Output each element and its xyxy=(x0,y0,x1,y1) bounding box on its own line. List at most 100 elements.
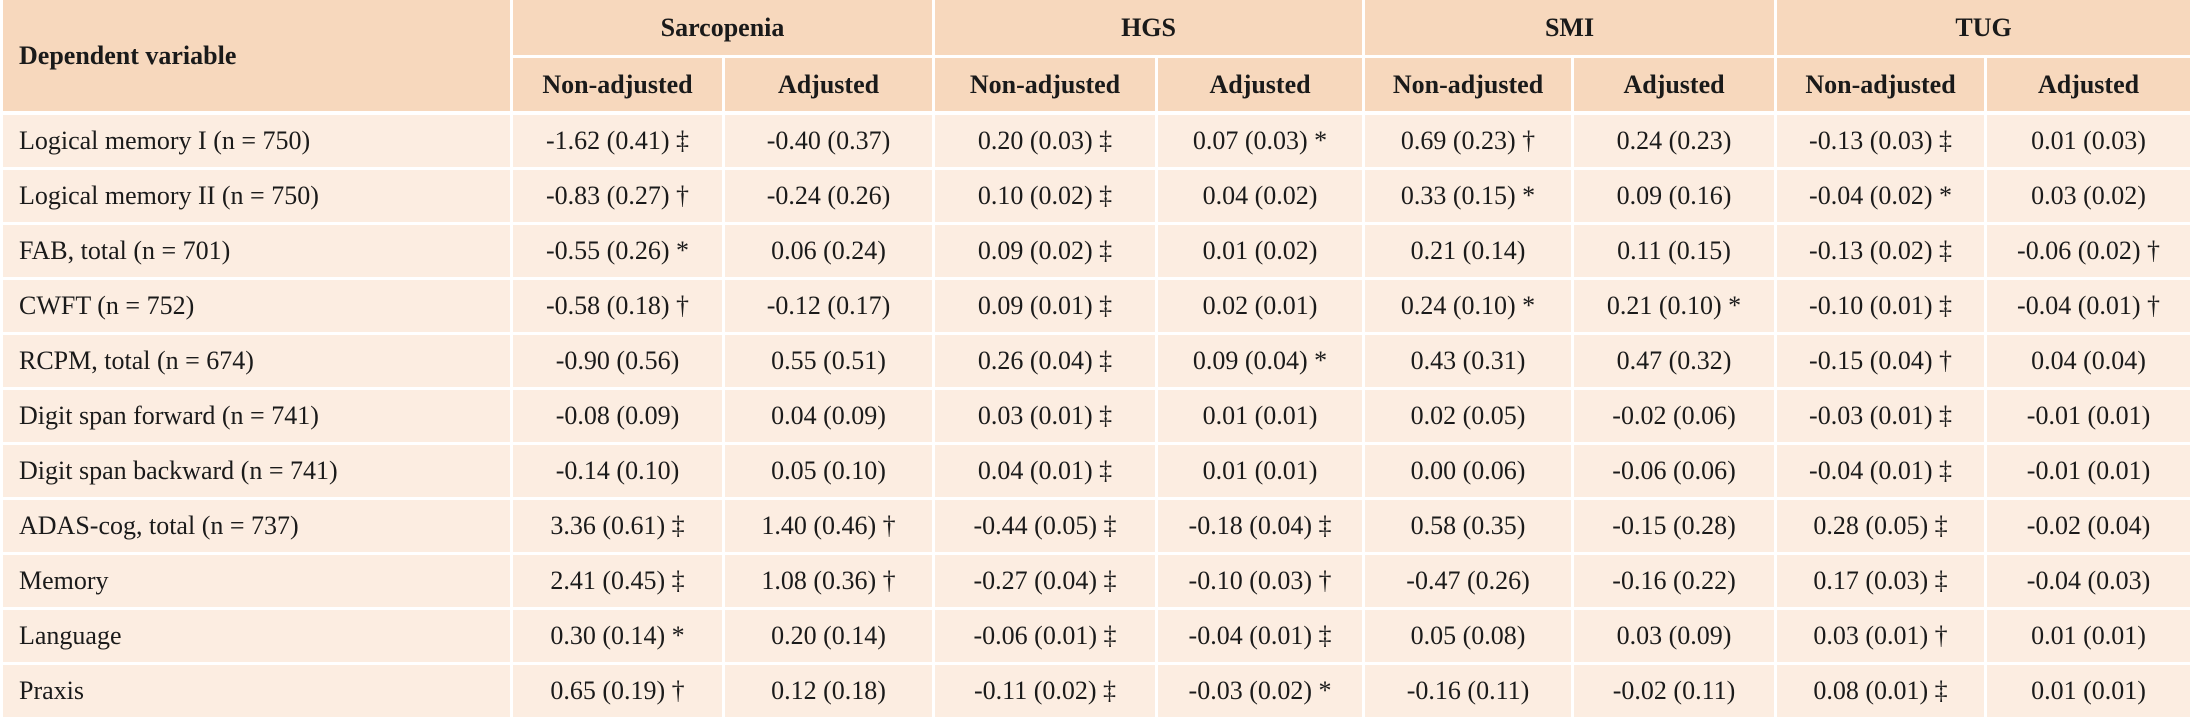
table-cell: 0.12 (0.18) xyxy=(724,664,934,717)
row-label: Logical memory II (n = 750) xyxy=(2,169,512,224)
table-cell: 0.09 (0.01) ‡ xyxy=(934,279,1157,334)
table-cell: 0.30 (0.14) * xyxy=(512,609,724,664)
table-cell: 0.01 (0.01) xyxy=(1986,664,2190,717)
subheader-non-adjusted: Non-adjusted xyxy=(1776,57,1986,114)
table-cell: -0.11 (0.02) ‡ xyxy=(934,664,1157,717)
row-label: Digit span forward (n = 741) xyxy=(2,389,512,444)
table-cell: -0.02 (0.04) xyxy=(1986,499,2190,554)
table-cell: -0.02 (0.06) xyxy=(1573,389,1776,444)
table-cell: -1.62 (0.41) ‡ xyxy=(512,113,724,169)
subheader-adjusted: Adjusted xyxy=(724,57,934,114)
table-cell: 3.36 (0.61) ‡ xyxy=(512,499,724,554)
table-cell: -0.10 (0.01) ‡ xyxy=(1776,279,1986,334)
table-cell: -0.01 (0.01) xyxy=(1986,444,2190,499)
table-cell: 0.06 (0.24) xyxy=(724,224,934,279)
table-row: Logical memory I (n = 750)-1.62 (0.41) ‡… xyxy=(2,113,2190,169)
row-label: Memory xyxy=(2,554,512,609)
table-cell: 0.05 (0.10) xyxy=(724,444,934,499)
table-cell: 0.01 (0.03) xyxy=(1986,113,2190,169)
table-cell: -0.06 (0.01) ‡ xyxy=(934,609,1157,664)
table-cell: -0.12 (0.17) xyxy=(724,279,934,334)
table-cell: 0.21 (0.10) * xyxy=(1573,279,1776,334)
table-cell: 0.01 (0.01) xyxy=(1157,389,1364,444)
table-cell: -0.44 (0.05) ‡ xyxy=(934,499,1157,554)
table-cell: 0.09 (0.04) * xyxy=(1157,334,1364,389)
table-cell: 0.43 (0.31) xyxy=(1364,334,1573,389)
table-cell: -0.13 (0.03) ‡ xyxy=(1776,113,1986,169)
group-header-tug: TUG xyxy=(1776,0,2190,57)
table-cell: 0.28 (0.05) ‡ xyxy=(1776,499,1986,554)
table-cell: 0.08 (0.01) ‡ xyxy=(1776,664,1986,717)
table-cell: 0.02 (0.01) xyxy=(1157,279,1364,334)
table-cell: -0.18 (0.04) ‡ xyxy=(1157,499,1364,554)
table-cell: 0.20 (0.14) xyxy=(724,609,934,664)
table-cell: 0.21 (0.14) xyxy=(1364,224,1573,279)
table-cell: 2.41 (0.45) ‡ xyxy=(512,554,724,609)
table-cell: 0.03 (0.09) xyxy=(1573,609,1776,664)
table-row: Logical memory II (n = 750)-0.83 (0.27) … xyxy=(2,169,2190,224)
table-cell: 0.03 (0.01) † xyxy=(1776,609,1986,664)
table-body: Logical memory I (n = 750)-1.62 (0.41) ‡… xyxy=(2,113,2190,717)
table-cell: -0.08 (0.09) xyxy=(512,389,724,444)
row-label: Language xyxy=(2,609,512,664)
table-row: FAB, total (n = 701)-0.55 (0.26) *0.06 (… xyxy=(2,224,2190,279)
table-cell: -0.15 (0.04) † xyxy=(1776,334,1986,389)
table-cell: -0.04 (0.02) * xyxy=(1776,169,1986,224)
table-cell: 0.26 (0.04) ‡ xyxy=(934,334,1157,389)
table-cell: -0.27 (0.04) ‡ xyxy=(934,554,1157,609)
table-cell: 0.11 (0.15) xyxy=(1573,224,1776,279)
table-cell: 0.07 (0.03) * xyxy=(1157,113,1364,169)
table-cell: -0.03 (0.02) * xyxy=(1157,664,1364,717)
row-label: RCPM, total (n = 674) xyxy=(2,334,512,389)
table-row: CWFT (n = 752)-0.58 (0.18) †-0.12 (0.17)… xyxy=(2,279,2190,334)
table-cell: 1.08 (0.36) † xyxy=(724,554,934,609)
table-cell: -0.13 (0.02) ‡ xyxy=(1776,224,1986,279)
group-header-smi: SMI xyxy=(1364,0,1776,57)
table-cell: -0.40 (0.37) xyxy=(724,113,934,169)
subheader-non-adjusted: Non-adjusted xyxy=(934,57,1157,114)
table-row: ADAS-cog, total (n = 737)3.36 (0.61) ‡1.… xyxy=(2,499,2190,554)
table-cell: -0.02 (0.11) xyxy=(1573,664,1776,717)
table-cell: 0.01 (0.01) xyxy=(1157,444,1364,499)
table-cell: 0.01 (0.02) xyxy=(1157,224,1364,279)
table-cell: 0.04 (0.04) xyxy=(1986,334,2190,389)
row-label: ADAS-cog, total (n = 737) xyxy=(2,499,512,554)
table-cell: -0.55 (0.26) * xyxy=(512,224,724,279)
table-cell: -0.24 (0.26) xyxy=(724,169,934,224)
table-cell: 0.04 (0.02) xyxy=(1157,169,1364,224)
row-label: CWFT (n = 752) xyxy=(2,279,512,334)
subheader-adjusted: Adjusted xyxy=(1157,57,1364,114)
table-cell: 0.03 (0.02) xyxy=(1986,169,2190,224)
table-cell: 0.04 (0.01) ‡ xyxy=(934,444,1157,499)
table-cell: 0.03 (0.01) ‡ xyxy=(934,389,1157,444)
table-cell: 0.01 (0.01) xyxy=(1986,609,2190,664)
table-cell: 0.69 (0.23) † xyxy=(1364,113,1573,169)
table-header: Dependent variable Sarcopenia HGS SMI TU… xyxy=(2,0,2190,113)
table-cell: -0.83 (0.27) † xyxy=(512,169,724,224)
table-cell: 0.65 (0.19) † xyxy=(512,664,724,717)
table-cell: 0.24 (0.10) * xyxy=(1364,279,1573,334)
table-cell: 0.10 (0.02) ‡ xyxy=(934,169,1157,224)
table-row: Digit span backward (n = 741)-0.14 (0.10… xyxy=(2,444,2190,499)
row-label: Logical memory I (n = 750) xyxy=(2,113,512,169)
table-cell: 0.47 (0.32) xyxy=(1573,334,1776,389)
table-cell: 0.09 (0.16) xyxy=(1573,169,1776,224)
table-cell: 0.05 (0.08) xyxy=(1364,609,1573,664)
row-label: Digit span backward (n = 741) xyxy=(2,444,512,499)
table-cell: -0.16 (0.22) xyxy=(1573,554,1776,609)
table-cell: -0.06 (0.02) † xyxy=(1986,224,2190,279)
table-cell: 0.09 (0.02) ‡ xyxy=(934,224,1157,279)
row-label: FAB, total (n = 701) xyxy=(2,224,512,279)
table-cell: -0.58 (0.18) † xyxy=(512,279,724,334)
table-cell: -0.01 (0.01) xyxy=(1986,389,2190,444)
group-header-sarcopenia: Sarcopenia xyxy=(512,0,934,57)
table-cell: -0.16 (0.11) xyxy=(1364,664,1573,717)
header-row-groups: Dependent variable Sarcopenia HGS SMI TU… xyxy=(2,0,2190,57)
table-cell: -0.04 (0.01) ‡ xyxy=(1776,444,1986,499)
table-cell: -0.14 (0.10) xyxy=(512,444,724,499)
subheader-non-adjusted: Non-adjusted xyxy=(1364,57,1573,114)
table-cell: -0.04 (0.01) † xyxy=(1986,279,2190,334)
